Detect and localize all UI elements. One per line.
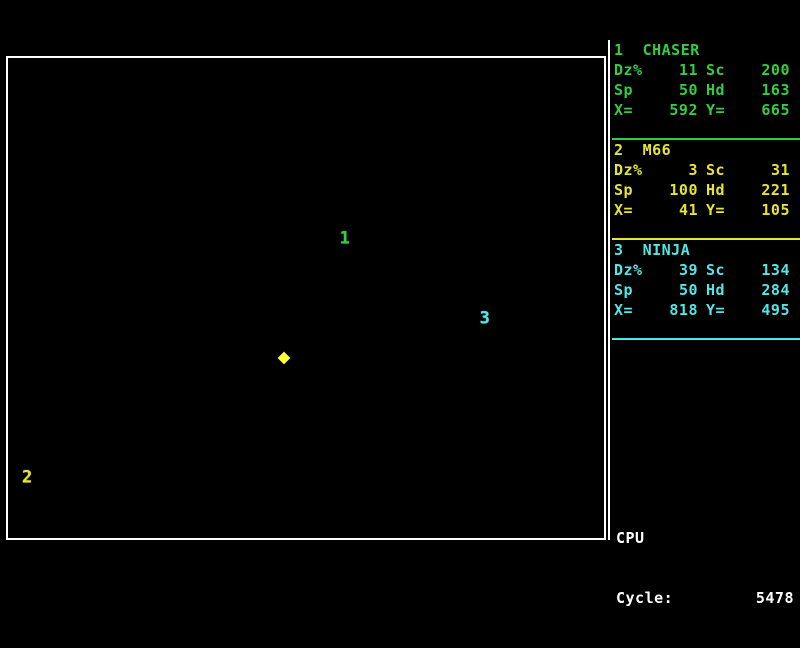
robot-stat-key: Sp <box>614 181 634 199</box>
robot-stat-key: Hd <box>706 81 726 99</box>
robot-stat-value: 100 <box>669 181 698 199</box>
robot-stat-key: X= <box>614 201 634 219</box>
robot-stat-row: Dz% 11 Sc 200 <box>608 60 800 80</box>
robot-stat-value: 163 <box>761 81 790 99</box>
battle-arena[interactable]: 1 3 2 <box>6 56 606 540</box>
robot-stat-row: X= 41 Y= 105 <box>608 200 800 220</box>
robot-stat-cell: Sc 31 <box>706 160 798 180</box>
robot-stat-value: 105 <box>761 201 790 219</box>
robot-stat-cell: Dz% 3 <box>614 160 706 180</box>
robot-panel-separator <box>612 238 800 240</box>
robot-stat-row: X= 818 Y= 495 <box>608 300 800 320</box>
robot-stat-value: 221 <box>761 181 790 199</box>
robot-stat-row: Sp 50 Hd 284 <box>608 280 800 300</box>
robot-stat-cell: Hd 221 <box>706 180 798 200</box>
hud-vertical-divider <box>608 40 610 540</box>
robot-stat-cell: Y= 105 <box>706 200 798 220</box>
cpu-cycle-label: Cycle: <box>616 589 674 607</box>
robot-name: CHASER <box>642 41 700 59</box>
robot-stat-key: Sc <box>706 261 726 279</box>
robot-stat-value: 284 <box>761 281 790 299</box>
robot-stat-key: Dz% <box>614 261 643 279</box>
robot-stat-value: 818 <box>669 301 698 319</box>
robot-panel-title: 1 CHASER <box>608 40 800 60</box>
robot-stat-cell: Dz% 39 <box>614 260 706 280</box>
projectile-blip <box>277 351 291 364</box>
robot-stat-value: 592 <box>669 101 698 119</box>
cpu-status-block: CPU Cycle: 5478 <box>616 488 800 648</box>
robot-panel-separator <box>612 338 800 340</box>
robot-stat-key: Hd <box>706 281 726 299</box>
robot-stat-key: Sc <box>706 61 726 79</box>
robot-stat-row: Dz% 39 Sc 134 <box>608 260 800 280</box>
robot-panel-title: 2 M66 <box>608 140 800 160</box>
robot-stat-value: 39 <box>678 261 698 279</box>
robot-stat-cell: Hd 284 <box>706 280 798 300</box>
robot-stat-cell: Sc 134 <box>706 260 798 280</box>
robot-panel-separator <box>612 138 800 140</box>
robot-stat-cell: X= 592 <box>614 100 706 120</box>
robot-stat-cell: Dz% 11 <box>614 60 706 80</box>
robot-stat-key: X= <box>614 301 634 319</box>
robot-index: 3 <box>614 241 624 259</box>
robot-stat-value: 50 <box>678 81 698 99</box>
robot-stat-cell: X= 41 <box>614 200 706 220</box>
robot-stat-value: 50 <box>678 281 698 299</box>
robot-stat-key: Y= <box>706 201 726 219</box>
robot-stat-key: Y= <box>706 301 726 319</box>
robot-stat-value: 200 <box>761 61 790 79</box>
robot-stat-key: Sp <box>614 81 634 99</box>
robot-stat-value: 11 <box>678 61 698 79</box>
robot-stat-value: 134 <box>761 261 790 279</box>
robot-stat-cell: Sp 50 <box>614 80 706 100</box>
robot-stat-row: Dz% 3 Sc 31 <box>608 160 800 180</box>
robot-status-hud: 1 CHASER Dz% 11 Sc 200 Sp 50 Hd 163 X= 592 Y= 665 2 M… <box>608 40 800 540</box>
robot-stat-cell: X= 818 <box>614 300 706 320</box>
robot-stat-cell: Y= 495 <box>706 300 798 320</box>
robot-index: 2 <box>614 141 624 159</box>
robot-stat-row: Sp 100 Hd 221 <box>608 180 800 200</box>
robot-panel-m66[interactable]: 2 M66 Dz% 3 Sc 31 Sp 100 Hd 221 X= 41 Y= 105 <box>608 140 800 220</box>
robot-panel-ninja[interactable]: 3 NINJA Dz% 39 Sc 134 Sp 50 Hd 284 X= 818 Y= 495 <box>608 240 800 320</box>
robot-stat-value: 41 <box>678 201 698 219</box>
robot-stat-row: Sp 50 Hd 163 <box>608 80 800 100</box>
robot-stat-value: 31 <box>770 161 790 179</box>
arena-robot-marker[interactable]: 3 <box>479 308 490 329</box>
robot-name: NINJA <box>642 241 691 259</box>
robot-stat-key: Dz% <box>614 161 643 179</box>
robot-stat-key: Y= <box>706 101 726 119</box>
robot-stat-value: 3 <box>688 161 698 179</box>
robot-panel-title: 3 NINJA <box>608 240 800 260</box>
robot-stat-key: Dz% <box>614 61 643 79</box>
robot-stat-value: 495 <box>761 301 790 319</box>
arena-robot-marker[interactable]: 2 <box>21 467 33 488</box>
robot-stat-key: X= <box>614 101 634 119</box>
robot-name: M66 <box>642 141 672 159</box>
robot-stat-value: 665 <box>761 101 790 119</box>
robot-stat-key: Sc <box>706 161 726 179</box>
robot-stat-cell: Hd 163 <box>706 80 798 100</box>
robot-stat-cell: Y= 665 <box>706 100 798 120</box>
cpu-label: CPU <box>616 529 645 547</box>
robot-panel-chaser[interactable]: 1 CHASER Dz% 11 Sc 200 Sp 50 Hd 163 X= 592 Y= 665 <box>608 40 800 120</box>
robot-stat-cell: Sp 50 <box>614 280 706 300</box>
robot-index: 1 <box>614 41 624 59</box>
arena-robot-marker[interactable]: 1 <box>339 228 350 249</box>
robot-stat-key: Hd <box>706 181 726 199</box>
robot-stat-cell: Sc 200 <box>706 60 798 80</box>
cpu-cycle-row: Cycle: 5478 <box>616 588 794 608</box>
robot-stat-row: X= 592 Y= 665 <box>608 100 800 120</box>
robot-stat-cell: Sp 100 <box>614 180 706 200</box>
cpu-cycle-value: 5478 <box>755 589 794 607</box>
robot-stat-key: Sp <box>614 281 634 299</box>
